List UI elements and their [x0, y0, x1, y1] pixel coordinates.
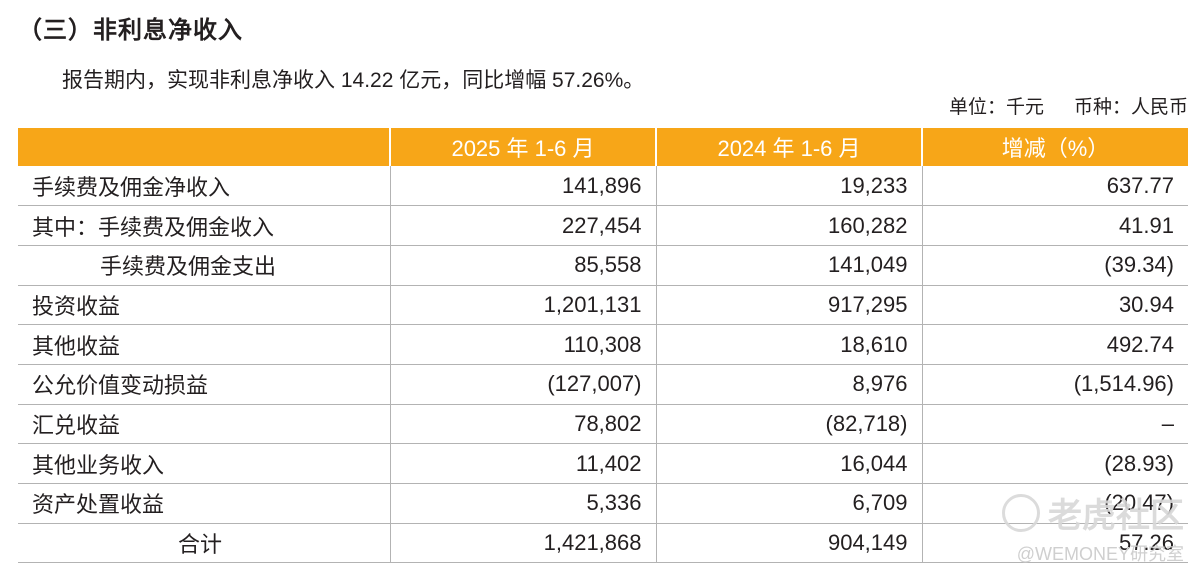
cell-change: 637.77: [921, 166, 1188, 207]
table-row: 公允价值变动损益 (127,007) 8,976 (1,514.96): [18, 364, 1188, 405]
row-label: 其他收益: [18, 324, 390, 365]
row-label: 其他业务收入: [18, 443, 390, 484]
cell-2025h1: 1,421,868: [389, 523, 656, 564]
section-summary: 报告期内，实现非利息净收入 14.22 亿元，同比增幅 57.26%。: [62, 69, 645, 92]
header-2025h1: 2025 年 1-6 月: [389, 128, 656, 166]
cell-2024h1: 18,610: [655, 324, 922, 365]
table-row-total: 合计 1,421,868 904,149 57.26: [18, 523, 1188, 564]
row-label: 汇兑收益: [18, 404, 390, 445]
cell-change: 41.91: [921, 205, 1188, 246]
cell-2025h1: 85,558: [389, 245, 656, 286]
row-label: 手续费及佣金净收入: [18, 166, 390, 207]
cell-change: 30.94: [921, 285, 1188, 326]
cell-2024h1: 8,976: [655, 364, 922, 405]
currency-label: 币种：人民币: [1073, 97, 1188, 118]
cell-2024h1: 917,295: [655, 285, 922, 326]
cell-change: 57.26: [921, 523, 1188, 564]
table-row: 其他收益 110,308 18,610 492.74: [18, 324, 1188, 365]
cell-2024h1: (82,718): [655, 404, 922, 445]
header-item: [18, 128, 390, 166]
table-row: 资产处置收益 5,336 6,709 (20.47): [18, 483, 1188, 524]
cell-2025h1: 11,402: [389, 443, 656, 484]
header-2024h1: 2024 年 1-6 月: [655, 128, 922, 166]
cell-2024h1: 6,709: [655, 483, 922, 524]
table-row: 投资收益 1,201,131 917,295 30.94: [18, 285, 1188, 326]
header-change: 增减（%）: [921, 128, 1188, 166]
table-row: 手续费及佣金支出 85,558 141,049 (39.34): [18, 245, 1188, 286]
watermark-handle: @WEMONEY研究室: [1016, 544, 1184, 564]
cell-2025h1: 141,896: [389, 166, 656, 207]
cell-2025h1: 110,308: [389, 324, 656, 365]
unit-label: 单位：千元: [948, 97, 1044, 118]
watermark: 老虎社区: [1002, 488, 1184, 537]
cell-2024h1: 160,282: [655, 205, 922, 246]
table-header-row: 2025 年 1-6 月 2024 年 1-6 月 增减（%）: [18, 128, 1188, 166]
cell-change: 492.74: [921, 324, 1188, 365]
cell-2025h1: 1,201,131: [389, 285, 656, 326]
section-title: （三）非利息净收入: [18, 17, 243, 44]
cell-2024h1: 16,044: [655, 443, 922, 484]
table-row: 其他业务收入 11,402 16,044 (28.93): [18, 443, 1188, 484]
cell-2024h1: 19,233: [655, 166, 922, 207]
cell-2024h1: 904,149: [655, 523, 922, 564]
unit-line: 单位：千元 币种：人民币: [949, 92, 1188, 119]
watermark-logo-icon: [1002, 493, 1040, 532]
watermark-text: 老虎社区: [1048, 497, 1184, 535]
cell-change: –: [921, 404, 1188, 445]
cell-change: (28.93): [921, 443, 1188, 484]
cell-change: (1,514.96): [921, 364, 1188, 405]
cell-2025h1: 227,454: [389, 205, 656, 246]
row-label: 资产处置收益: [18, 483, 390, 524]
row-label: 其中：手续费及佣金收入: [18, 205, 390, 246]
table-row: 其中：手续费及佣金收入 227,454 160,282 41.91: [18, 205, 1188, 246]
table-row: 汇兑收益 78,802 (82,718) –: [18, 404, 1188, 445]
cell-2025h1: (127,007): [389, 364, 656, 405]
row-label: 合计: [18, 523, 390, 564]
row-label: 公允价值变动损益: [18, 364, 390, 405]
row-label: 手续费及佣金支出: [18, 245, 390, 286]
table-row: 手续费及佣金净收入 141,896 19,233 637.77: [18, 166, 1188, 207]
row-label: 投资收益: [18, 285, 390, 326]
cell-2025h1: 78,802: [389, 404, 656, 445]
cell-change: (20.47): [921, 483, 1188, 524]
non-interest-income-table: 2025 年 1-6 月 2024 年 1-6 月 增减（%） 手续费及佣金净收…: [18, 128, 1188, 564]
cell-2025h1: 5,336: [389, 483, 656, 524]
cell-2024h1: 141,049: [655, 245, 922, 286]
cell-change: (39.34): [921, 245, 1188, 286]
